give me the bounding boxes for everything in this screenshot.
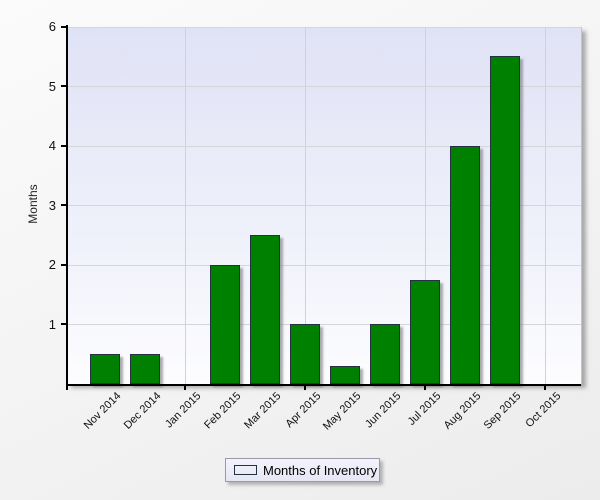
x-axis-line bbox=[66, 384, 581, 386]
y-tick bbox=[61, 323, 67, 326]
bar bbox=[90, 354, 120, 384]
y-tick bbox=[61, 25, 67, 28]
h-gridline bbox=[67, 26, 581, 28]
legend-swatch-icon bbox=[234, 465, 257, 475]
bar bbox=[490, 56, 520, 384]
y-tick-label: 2 bbox=[48, 257, 56, 273]
y-tick-label: 6 bbox=[48, 19, 56, 34]
y-tick bbox=[61, 144, 67, 147]
v-gridline bbox=[545, 26, 546, 384]
bar bbox=[330, 366, 360, 384]
x-tick bbox=[184, 384, 186, 390]
y-tick-label: 5 bbox=[48, 78, 56, 94]
y-tick bbox=[61, 204, 67, 207]
bar bbox=[290, 324, 320, 384]
y-axis-line bbox=[66, 24, 68, 384]
v-gridline bbox=[185, 26, 186, 384]
h-gridline bbox=[67, 324, 581, 326]
y-tick bbox=[61, 263, 67, 266]
bar bbox=[370, 324, 400, 384]
bar bbox=[450, 145, 480, 384]
h-gridline bbox=[67, 145, 581, 147]
x-tick bbox=[304, 384, 306, 390]
v-gridline bbox=[425, 26, 426, 384]
y-tick bbox=[61, 85, 67, 88]
bar bbox=[130, 354, 160, 384]
x-origin-tick bbox=[66, 384, 68, 390]
x-tick bbox=[424, 384, 426, 390]
h-gridline bbox=[67, 205, 581, 207]
h-gridline bbox=[67, 264, 581, 266]
h-gridline bbox=[67, 86, 581, 88]
y-tick-label: 1 bbox=[48, 316, 56, 332]
y-tick-label: 4 bbox=[48, 138, 56, 154]
legend-label: Months of Inventory bbox=[263, 462, 378, 478]
y-tick-label: 3 bbox=[48, 197, 56, 213]
plot-area bbox=[67, 26, 582, 384]
legend: Months of Inventory bbox=[225, 458, 380, 482]
bar bbox=[250, 235, 280, 384]
bar bbox=[210, 264, 240, 384]
x-tick bbox=[544, 384, 546, 390]
v-gridline bbox=[305, 26, 306, 384]
bar bbox=[410, 279, 440, 384]
